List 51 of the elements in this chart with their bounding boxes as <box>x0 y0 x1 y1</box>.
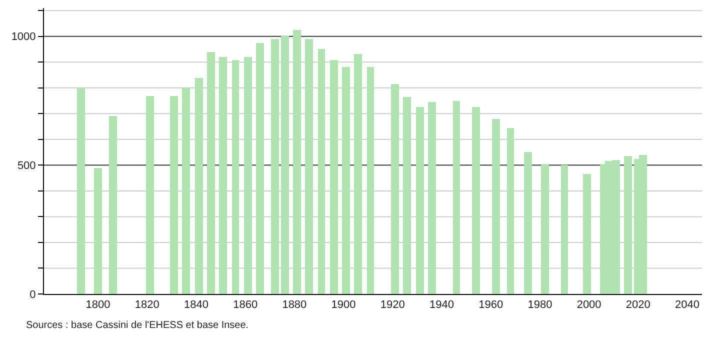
y-tick-label: 0 <box>30 288 36 301</box>
bar <box>367 67 374 294</box>
x-tick-label: 1880 <box>282 299 307 312</box>
bar <box>524 152 532 294</box>
bar <box>77 88 85 294</box>
x-tick-label: 2000 <box>576 299 602 312</box>
bar <box>507 128 514 294</box>
x-tick-label: 1840 <box>184 299 208 312</box>
bar <box>219 57 227 294</box>
bar <box>256 43 264 294</box>
bar <box>624 156 632 294</box>
x-tick-label: 1820 <box>134 299 160 312</box>
bar <box>305 39 313 294</box>
bar <box>293 30 301 294</box>
bar <box>244 57 252 294</box>
bar <box>416 107 424 294</box>
bar <box>453 101 460 294</box>
x-tick-label: 1940 <box>430 299 454 312</box>
bar <box>271 39 279 294</box>
source-note: Sources : base Cassini de l'EHESS et base Insee. <box>26 320 249 331</box>
bar <box>318 49 325 294</box>
x-tick-label: 1860 <box>233 299 258 312</box>
bar <box>281 36 289 294</box>
x-tick-label: 1900 <box>331 299 356 312</box>
bar <box>146 96 154 294</box>
bar <box>354 54 362 294</box>
bar <box>492 119 500 294</box>
bar <box>561 165 568 294</box>
y-tick-label: 1000 <box>11 31 36 44</box>
x-tick-label: 1920 <box>380 299 405 312</box>
bar <box>195 78 203 294</box>
bar <box>182 88 190 294</box>
bar <box>428 102 436 294</box>
bar <box>403 97 411 294</box>
y-tick-label: 500 <box>17 160 36 172</box>
x-tick-label: 2040 <box>675 299 700 312</box>
bar <box>207 52 215 294</box>
bar <box>391 84 399 294</box>
bar <box>109 116 117 294</box>
bar <box>583 174 591 294</box>
bar <box>232 60 239 294</box>
bar <box>541 164 549 294</box>
x-tick-label: 1960 <box>478 299 504 312</box>
x-tick-label: 1800 <box>86 299 110 312</box>
bar <box>472 107 480 294</box>
x-tick-label: 2020 <box>626 299 650 312</box>
bar <box>94 168 102 294</box>
x-tick-label: 1980 <box>528 299 552 312</box>
bar <box>330 60 338 294</box>
bar <box>342 67 350 294</box>
bar <box>170 96 178 294</box>
